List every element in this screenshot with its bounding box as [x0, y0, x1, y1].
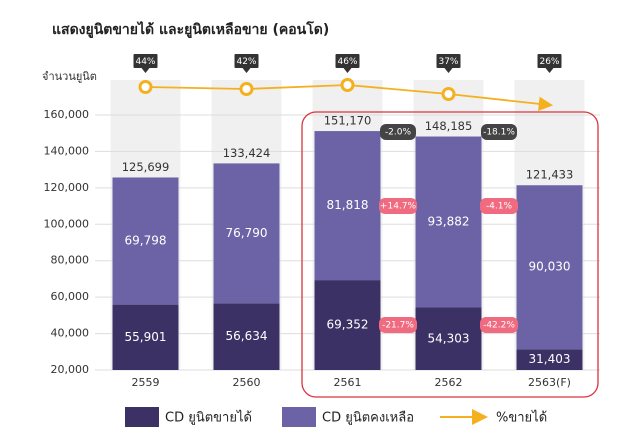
- bar-label: 31,403: [529, 352, 571, 366]
- callout-box: [234, 54, 259, 68]
- bar-label: 90,030: [529, 260, 571, 274]
- line-label: 42%: [236, 57, 256, 67]
- bar: [516, 349, 583, 370]
- bar-label: 81,818: [327, 198, 369, 212]
- bar: [314, 280, 381, 370]
- y-tick-label: 40,000: [51, 327, 90, 340]
- highlight-box: [301, 111, 599, 398]
- y-tick-label: 80,000: [51, 254, 90, 267]
- callout-tip: [444, 68, 453, 73]
- change-box: [380, 124, 416, 140]
- legend-label: %ขายได้: [496, 410, 547, 426]
- x-tick-label: 2562: [435, 376, 463, 389]
- line-label: 26%: [539, 57, 559, 67]
- bar: [112, 304, 179, 370]
- line-label: 37%: [438, 57, 458, 67]
- line-label: 44%: [135, 57, 155, 67]
- callout-tip: [545, 68, 554, 73]
- change-label: +14.7%: [380, 202, 417, 212]
- line-point: [340, 78, 355, 92]
- line-label: 46%: [337, 57, 357, 67]
- overlay: 55,901 69,798 125,699 2559 56,634 76,790 133,4…: [122, 54, 574, 389]
- change-box: [480, 317, 518, 333]
- total-label: 148,185: [425, 119, 473, 133]
- line-point: [239, 82, 254, 96]
- bar-label: 56,634: [226, 329, 268, 343]
- change-label: -2.0%: [385, 128, 412, 138]
- y-tick-label: 20,000: [51, 363, 90, 376]
- callout-box: [335, 54, 360, 68]
- x-tick-label: 2560: [233, 376, 261, 389]
- line-point: [441, 87, 456, 101]
- callout-tip: [141, 68, 150, 73]
- total-label: 133,424: [223, 146, 271, 160]
- change-label: -4.1%: [486, 202, 513, 212]
- legend-swatch: [125, 407, 159, 427]
- bar-label: 54,303: [428, 331, 470, 345]
- bar: [213, 303, 280, 370]
- change-label: -42.2%: [483, 321, 515, 331]
- bar: [314, 131, 381, 281]
- bar: [112, 177, 179, 305]
- total-label: 151,170: [324, 114, 372, 128]
- x-tick-label: 2563(F): [528, 376, 571, 389]
- bar-label: 76,790: [226, 226, 268, 240]
- callout-box: [133, 54, 158, 68]
- legend-label: CD ยูนิตคงเหลือ: [322, 410, 414, 426]
- x-tick-label: 2559: [132, 376, 160, 389]
- bar: [213, 163, 280, 304]
- change-box: [379, 317, 417, 333]
- callout-tip: [242, 68, 251, 73]
- legend-swatch: [282, 407, 316, 427]
- change-box: [481, 124, 517, 140]
- legend: CD ยูนิตขายได้ CD ยูนิตคงเหลือ %ขายได้: [125, 407, 547, 427]
- y-tick-label: 100,000: [44, 217, 90, 230]
- y-tick-label: 160,000: [44, 108, 90, 121]
- bar: [415, 307, 482, 370]
- bar-label: 93,882: [428, 215, 470, 229]
- y-axis-label: จำนวนยูนิต: [42, 70, 97, 83]
- change-box: [379, 198, 417, 214]
- total-label: 125,699: [122, 160, 170, 174]
- change-label: -21.7%: [382, 321, 414, 331]
- legend-label: CD ยูนิตขายได้: [165, 410, 252, 426]
- line-point: [138, 80, 153, 94]
- bar: [415, 136, 482, 308]
- total-label: 121,433: [526, 168, 574, 182]
- bars: [112, 131, 583, 370]
- bar: [516, 185, 583, 350]
- y-tick-label: 60,000: [51, 290, 90, 303]
- x-tick-label: 2561: [334, 376, 362, 389]
- change-label: -18.1%: [483, 128, 515, 138]
- y-tick-label: 120,000: [44, 181, 90, 194]
- y-tick-label: 140,000: [44, 144, 90, 157]
- chart-title: แสดงยูนิตขายได้ และยูนิตเหลือขาย (คอนโด): [52, 20, 329, 38]
- callout-box: [537, 54, 562, 68]
- change-box: [480, 198, 518, 214]
- bar-label: 69,352: [327, 318, 369, 332]
- bar-label: 69,798: [125, 234, 167, 248]
- callout-box: [436, 54, 461, 68]
- callout-tip: [343, 68, 352, 73]
- bar-label: 55,901: [125, 330, 167, 344]
